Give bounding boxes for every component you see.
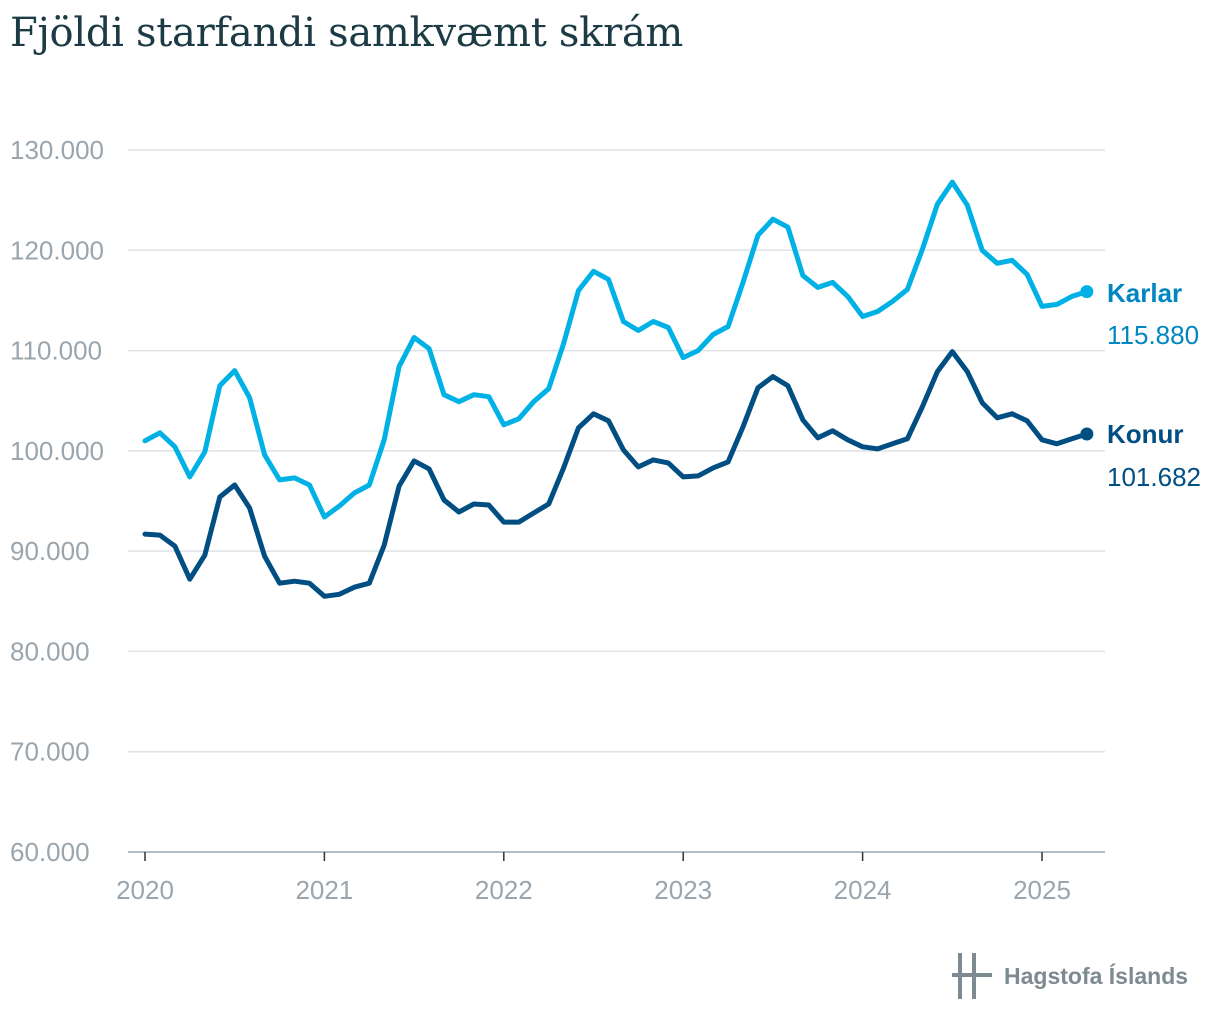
x-tick-label: 2020 — [116, 875, 174, 905]
y-tick-label: 120.000 — [10, 235, 104, 265]
series-end-point-karlar — [1080, 285, 1094, 299]
y-axis-tick-labels: 60.000 70.000 80.000 90.000 100.000 110.000 12… — [10, 135, 104, 867]
y-tick-label: 80.000 — [10, 636, 90, 666]
hagstofa-logo: Hagstofa Íslands — [952, 953, 1188, 999]
x-tick-label: 2024 — [834, 875, 892, 905]
hagstofa-logo-icon — [952, 953, 992, 999]
x-tick-label: 2022 — [475, 875, 533, 905]
y-tick-label: 130.000 — [10, 135, 104, 165]
y-tick-label: 70.000 — [10, 737, 90, 767]
x-tick-label: 2021 — [295, 875, 353, 905]
chart-title: Fjöldi starfandi samkvæmt skrám — [10, 10, 684, 56]
logo-text: Hagstofa Íslands — [1004, 962, 1189, 989]
series-line-konur — [142, 349, 1090, 599]
series-name-label: Karlar — [1107, 278, 1182, 308]
x-tick-label: 2023 — [654, 875, 712, 905]
x-axis: 2020 2021 2022 2023 2024 2025 — [116, 851, 1105, 905]
y-tick-label: 100.000 — [10, 436, 104, 466]
series-end-labels: Karlar 115.880 Konur 101.682 — [1107, 278, 1201, 492]
gridlines — [128, 149, 1105, 753]
series-line-karlar — [142, 179, 1090, 520]
series-name-label: Konur — [1107, 419, 1184, 449]
y-tick-label: 110.000 — [10, 336, 102, 366]
y-tick-label: 90.000 — [10, 536, 90, 566]
x-tick-label: 2025 — [1013, 875, 1071, 905]
y-tick-label: 60.000 — [10, 837, 90, 867]
series-value-label: 115.880 — [1107, 320, 1199, 350]
series-end-point-konur — [1080, 427, 1094, 441]
series-value-label: 101.682 — [1107, 462, 1201, 492]
series-lines — [142, 179, 1094, 599]
